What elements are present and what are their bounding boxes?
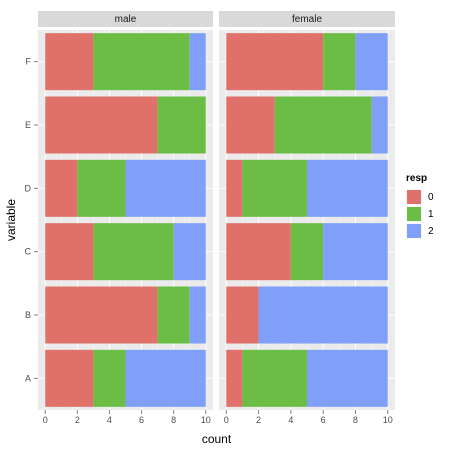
x-tick-label: 4 — [107, 415, 112, 425]
legend-label-2: 2 — [428, 226, 434, 237]
bar-male-B-resp-2 — [189, 286, 206, 344]
legend-title: resp — [406, 173, 427, 184]
bar-male-A-resp-0 — [45, 349, 94, 407]
y-tick-label: E — [25, 120, 31, 130]
strip-male — [38, 11, 213, 27]
bar-female-F-resp-2 — [355, 33, 388, 91]
bar-female-C-resp-2 — [323, 223, 388, 281]
bar-male-A-resp-2 — [125, 349, 206, 407]
legend-swatch-2 — [407, 224, 421, 238]
x-tick-label: 8 — [353, 415, 358, 425]
bar-female-E-resp-2 — [371, 96, 388, 154]
facet-panels: male female — [38, 11, 395, 410]
bar-male-F-resp-1 — [93, 33, 190, 91]
y-tick-label: C — [25, 247, 32, 257]
legend-swatch-0 — [407, 190, 421, 204]
legend-swatch-1 — [407, 207, 421, 221]
strip-label-male: male — [115, 14, 137, 25]
bar-male-F-resp-0 — [45, 33, 94, 91]
x-tick-label: 10 — [201, 415, 211, 425]
legend: resp 0 1 2 — [405, 173, 434, 240]
bar-male-B-resp-1 — [157, 286, 190, 344]
axes-layer: 0 2 4 6 8 10 0 2 4 6 8 10 A B C D E F — [25, 57, 393, 425]
y-tick-label: F — [26, 57, 32, 67]
x-tick-label: 0 — [224, 415, 229, 425]
legend-items: 0 1 2 — [405, 188, 434, 240]
bar-female-E-resp-0 — [226, 96, 275, 154]
bar-female-E-resp-1 — [274, 96, 372, 154]
y-tick-label: B — [25, 310, 31, 320]
bar-female-B-resp-2 — [258, 286, 388, 344]
bar-male-D-resp-0 — [45, 159, 78, 217]
bar-male-A-resp-1 — [93, 349, 126, 407]
x-axis-title: count — [202, 432, 232, 446]
x-tick-label: 2 — [75, 415, 80, 425]
panel-female: female — [219, 11, 395, 410]
y-tick-label: A — [25, 373, 31, 383]
x-tick-label: 8 — [171, 415, 176, 425]
x-tick-label: 6 — [139, 415, 144, 425]
x-tick-label: 4 — [288, 415, 293, 425]
strip-label-female: female — [292, 14, 322, 25]
bar-female-C-resp-1 — [290, 223, 324, 281]
x-tick-label: 6 — [321, 415, 326, 425]
bar-female-C-resp-0 — [226, 223, 291, 281]
strip-female — [219, 11, 395, 27]
bar-female-D-resp-1 — [242, 159, 307, 217]
bar-male-D-resp-2 — [125, 159, 206, 217]
bar-male-E-resp-0 — [45, 96, 158, 154]
bar-female-D-resp-2 — [307, 159, 388, 217]
bar-female-B-resp-0 — [226, 286, 259, 344]
bar-female-F-resp-1 — [323, 33, 356, 91]
bar-male-F-resp-2 — [189, 33, 206, 91]
panel-male: male — [38, 11, 213, 410]
bar-male-E-resp-1 — [157, 96, 206, 154]
bar-male-C-resp-0 — [45, 223, 94, 281]
x-tick-label: 10 — [383, 415, 393, 425]
bar-male-C-resp-2 — [173, 223, 206, 281]
bar-male-C-resp-1 — [93, 223, 174, 281]
y-tick-label: D — [25, 183, 32, 193]
bar-female-D-resp-0 — [226, 159, 243, 217]
y-axis-title: variable — [4, 199, 18, 241]
x-tick-label: 2 — [256, 415, 261, 425]
bar-male-B-resp-0 — [45, 286, 158, 344]
legend-label-1: 1 — [428, 209, 434, 220]
bar-female-A-resp-1 — [242, 349, 307, 407]
bar-female-F-resp-0 — [226, 33, 324, 91]
bar-female-A-resp-0 — [226, 349, 243, 407]
x-tick-label: 0 — [43, 415, 48, 425]
bar-layer — [45, 33, 388, 407]
bar-male-D-resp-1 — [77, 159, 126, 217]
bar-female-A-resp-2 — [307, 349, 388, 407]
legend-label-0: 0 — [428, 192, 434, 203]
